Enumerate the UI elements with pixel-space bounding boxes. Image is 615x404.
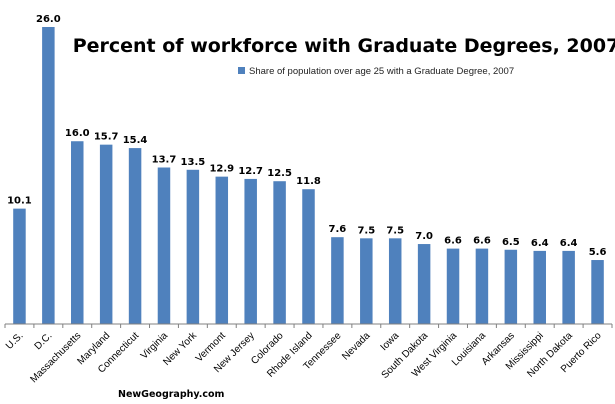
value-label: 7.5 — [357, 225, 375, 236]
bar-mississippi — [533, 250, 546, 324]
bar-louisiana — [475, 248, 489, 324]
category-labels-group: U.S. D.C.MassachusettsMarylandConnecticut… — [4, 330, 604, 386]
x-ticks-group — [4, 324, 613, 328]
value-label: 7.0 — [415, 231, 433, 242]
value-label: 26.0 — [36, 14, 61, 25]
value-label: 12.5 — [267, 168, 292, 179]
bar-massachusetts — [71, 141, 84, 324]
value-label: 12.9 — [209, 164, 234, 175]
legend: Share of population over age 25 with a G… — [238, 66, 514, 77]
chart-title: Percent of workforce with Graduate Degre… — [73, 35, 615, 57]
bar-vermont — [215, 176, 229, 324]
value-label: 6.4 — [560, 238, 578, 249]
bar-connecticut — [128, 148, 142, 324]
value-label: 15.4 — [123, 135, 148, 146]
bar-d-c — [42, 27, 55, 324]
category-label: D.C. — [33, 330, 55, 352]
bar-virginia — [157, 167, 171, 324]
category-label: Nevada — [340, 330, 372, 362]
bar-maryland — [99, 144, 113, 324]
value-label: 6.5 — [502, 237, 520, 248]
value-label: 7.5 — [386, 225, 404, 236]
bar-south-dakota — [417, 244, 431, 324]
value-label: 7.6 — [329, 224, 347, 235]
bar-tennessee — [331, 237, 344, 324]
value-label: 13.7 — [152, 155, 177, 166]
value-label: 11.8 — [296, 176, 321, 187]
bar-u-s — [13, 208, 26, 324]
value-label: 15.7 — [94, 132, 119, 143]
bar-rhode-island — [302, 189, 315, 324]
bar-new-jersey — [244, 178, 257, 324]
legend-swatch — [238, 67, 245, 74]
value-label: 6.6 — [444, 236, 462, 247]
value-label: 5.6 — [589, 247, 607, 258]
category-label: Massachusetts — [28, 330, 83, 385]
value-label: 6.6 — [473, 236, 491, 247]
bars-group — [13, 27, 604, 324]
category-label: U.S. — [4, 330, 26, 352]
value-label: 13.5 — [181, 157, 206, 168]
bar-arkansas — [504, 249, 518, 324]
value-labels-group: 10.1 26.0 16.0 15.7 15.4 13.7 13.512.9 12.7 12.5… — [7, 14, 606, 258]
value-label: 16.0 — [65, 128, 90, 139]
bar-iowa — [388, 238, 402, 324]
bar-puerto-rico — [591, 260, 604, 324]
bar-nevada — [360, 238, 373, 324]
value-label: 10.1 — [7, 196, 32, 207]
bar-north-dakota — [562, 250, 575, 324]
source-label: NewGeography.com — [118, 389, 224, 400]
bar-new-york — [186, 169, 200, 324]
value-label: 6.4 — [531, 238, 549, 249]
value-label: 12.7 — [238, 166, 263, 177]
bar-colorado — [273, 181, 286, 324]
legend-label: Share of population over age 25 with a G… — [249, 66, 514, 77]
category-label: Iowa — [379, 330, 402, 353]
bar-west-virginia — [446, 248, 460, 324]
